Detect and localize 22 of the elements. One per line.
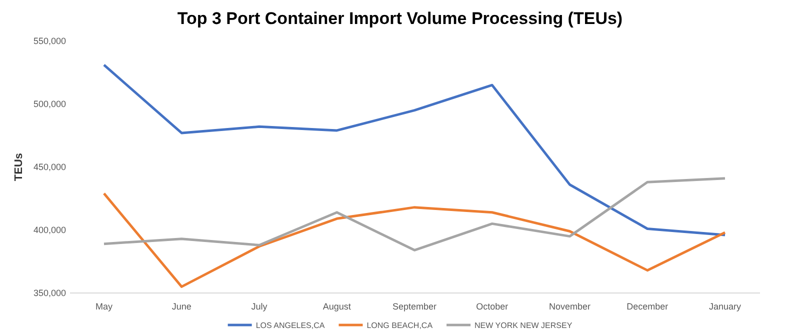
legend-label: LONG BEACH,CA	[366, 321, 434, 330]
x-tick-label: January	[708, 301, 742, 312]
y-tick-label: 450,000	[33, 162, 66, 172]
y-axis-title: TEUs	[13, 152, 25, 182]
line-series	[102, 64, 726, 236]
line-series	[102, 177, 726, 252]
x-tick-label: December	[626, 301, 668, 312]
x-tick-label: November	[548, 301, 591, 312]
x-tick-label: October	[476, 301, 508, 312]
legend-label: NEW YORK NEW JERSEY	[474, 321, 573, 330]
x-tick-label: July	[251, 301, 268, 312]
line-series	[102, 192, 726, 288]
x-tick-label: August	[322, 301, 352, 312]
y-tick-label: 400,000	[33, 224, 66, 235]
y-tick-label: 550,000	[33, 36, 66, 46]
x-tick-label: June	[172, 301, 192, 312]
chart-title: Top 3 Port Container Import Volume Processing (TEUs)	[177, 9, 623, 28]
y-tick-label: 350,000	[33, 288, 66, 298]
legend-label: LOS ANGELES,CA	[256, 321, 326, 330]
x-tick-label: September	[392, 301, 437, 312]
x-tick-label: May	[95, 301, 113, 312]
y-tick-label: 500,000	[33, 98, 66, 109]
